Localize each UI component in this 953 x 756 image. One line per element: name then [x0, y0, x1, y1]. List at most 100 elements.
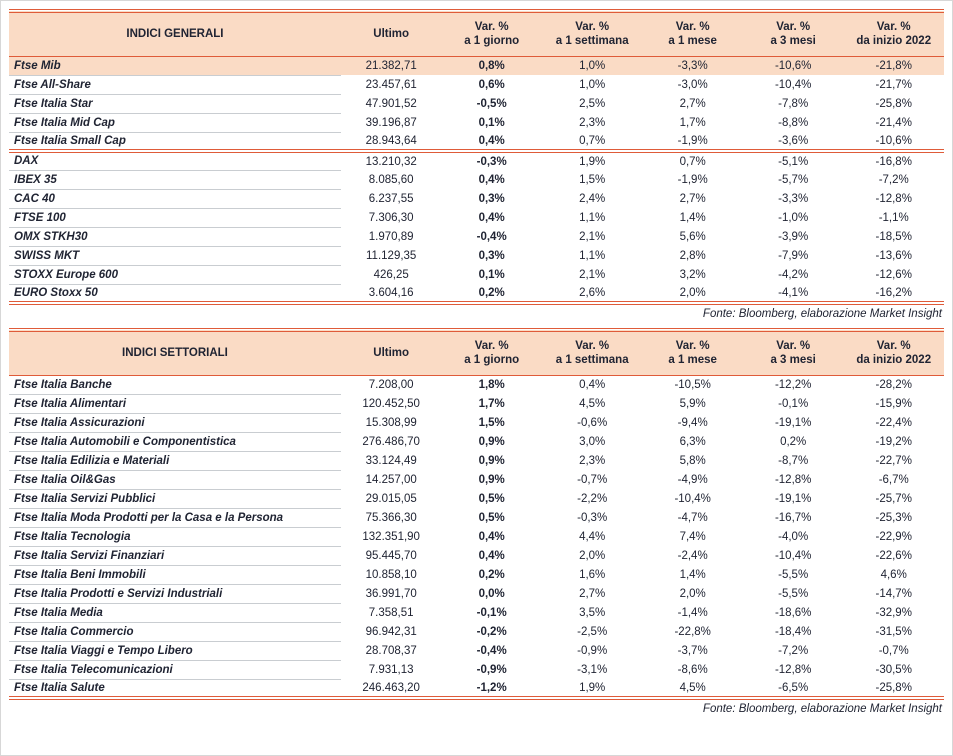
table-row: Ftse All-Share 23.457,61 0,6% 1,0% -3,0% -10,…: [9, 75, 944, 95]
var-da-inizio-2022-value: -22,4%: [875, 416, 912, 429]
var-1-settimana-value: 2,4%: [579, 192, 606, 205]
table-row: Ftse Italia Assicurazioni 15.308,99 1,5% -0…: [9, 413, 944, 433]
table-row: Ftse Italia Servizi Pubblici 29.015,05 0,5…: [9, 489, 944, 509]
var-1-settimana-value: 2,6%: [541, 284, 643, 305]
index-name: DAX: [9, 151, 341, 171]
table-row: Ftse Italia Star 47.901,52 -0,5% 2,5% 2,7% -7…: [9, 94, 944, 114]
indici-settoriali-body: Ftse Italia Banche 7.208,00 1,8% 0,4% -10,5%…: [9, 375, 944, 700]
ultimo-value: 7.208,00: [368, 378, 414, 391]
column-header: Var. % a 3 mesi: [742, 9, 844, 57]
index-name: Ftse Italia Commercio: [9, 622, 341, 642]
var-1-settimana-value: -3,1%: [577, 663, 608, 676]
column-header-line2: a 3 mesi: [770, 354, 816, 367]
ultimo-value: 28.708,37: [365, 644, 417, 657]
table-row: Ftse Italia Banche 7.208,00 1,8% 0,4% -10,5%…: [9, 375, 944, 395]
var-1-settimana-value: -2,5%: [577, 625, 608, 638]
var-1-giorno-value: 0,9%: [478, 454, 505, 467]
ultimo-value: 36.991,70: [365, 587, 417, 600]
var-1-giorno-value: 0,4%: [478, 530, 505, 543]
var-1-mese-value: -22,8%: [674, 625, 711, 638]
index-name: Ftse Mib: [9, 56, 341, 76]
var-1-mese-value: 5,9%: [679, 397, 706, 410]
var-3-mesi-value: -12,8%: [774, 473, 812, 486]
var-1-mese-value: -4,7%: [677, 511, 708, 524]
table-row: Ftse Italia Mid Cap 39.196,87 0,1% 2,3% 1,7%…: [9, 113, 944, 133]
index-name: Ftse Italia Servizi Pubblici: [9, 489, 341, 509]
var-da-inizio-2022-value: -15,9%: [875, 397, 912, 410]
index-name: EURO Stoxx 50: [9, 284, 341, 305]
column-header-line1: Var. %: [675, 340, 710, 353]
ultimo-value: 276.486,70: [362, 435, 420, 448]
ultimo-value: 246.463,20: [340, 679, 442, 700]
table-title: INDICI GENERALI: [9, 9, 341, 57]
table-row: OMX STKH30 1.970,89 -0,4% 2,1% 5,6% -3,9% -18,…: [9, 227, 944, 247]
var-da-inizio-2022-value: -22,9%: [875, 530, 912, 543]
var-da-inizio-2022-value: -25,8%: [843, 679, 944, 700]
var-1-mese-value: 2,7%: [679, 97, 706, 110]
var-da-inizio-2022-value: -22,7%: [875, 454, 912, 467]
index-name: FTSE 100: [9, 208, 341, 228]
var-1-settimana-value: 0,4%: [579, 378, 606, 391]
var-3-mesi-value: -10,4%: [774, 78, 812, 91]
indici-settoriali-section: INDICI SETTORIALI Ultimo Var. % a 1 giorno…: [9, 328, 944, 721]
table-row: Ftse Mib 21.382,71 0,8% 1,0% -3,3% -10,6% -21,…: [9, 56, 944, 76]
var-3-mesi-value: -0,1%: [778, 397, 809, 410]
var-1-giorno-value: -0,4%: [476, 230, 507, 243]
var-1-mese-value: 2,0%: [642, 284, 743, 305]
var-da-inizio-2022-value: -30,5%: [875, 663, 912, 676]
source-note: Fonte: Bloomberg, elaborazione Market In…: [702, 308, 942, 320]
var-da-inizio-2022-value: -21,8%: [843, 56, 944, 75]
var-1-settimana-value: 0,7%: [541, 132, 643, 153]
index-name: SWISS MKT: [9, 246, 341, 266]
var-3-mesi-value: -7,2%: [778, 644, 809, 657]
table-row: SWISS MKT 11.129,35 0,3% 1,1% 2,8% -7,9% -13,6…: [9, 246, 944, 266]
var-1-settimana-value: 2,7%: [579, 587, 606, 600]
var-1-settimana-value: 1,6%: [579, 568, 606, 581]
indici-generali-table: INDICI GENERALI Ultimo Var. % a 1 giorno Va…: [9, 9, 944, 305]
ultimo-value: 3.604,16: [340, 284, 442, 305]
index-name: Ftse Italia Moda Prodotti per la Casa e …: [9, 508, 341, 528]
var-3-mesi-value: -4,1%: [742, 284, 844, 305]
table-row: Ftse Italia Moda Prodotti per la Casa e …: [9, 508, 944, 528]
var-3-mesi-value: -8,7%: [778, 454, 809, 467]
var-1-giorno-value: 0,5%: [478, 492, 505, 505]
column-header: Var. % a 1 settimana: [541, 9, 643, 57]
var-3-mesi-value: -19,1%: [774, 416, 812, 429]
var-da-inizio-2022-value: -22,6%: [875, 549, 912, 562]
table-row: Ftse Italia Oil&Gas 14.257,00 0,9% -0,7% -4,…: [9, 470, 944, 490]
table-row: Ftse Italia Telecomunicazioni 7.931,13 -0,…: [9, 660, 944, 680]
var-1-giorno-value: -0,4%: [476, 644, 507, 657]
ultimo-value: 426,25: [373, 268, 409, 281]
ultimo-value: 95.445,70: [365, 549, 417, 562]
index-name: Ftse Italia Banche: [9, 375, 341, 395]
table-row: Ftse Italia Servizi Finanziari 95.445,70 0…: [9, 546, 944, 566]
var-1-giorno-value: -0,3%: [476, 155, 507, 168]
var-3-mesi-value: -3,6%: [742, 132, 844, 153]
var-3-mesi-value: -1,0%: [778, 211, 809, 224]
var-1-mese-value: -10,4%: [674, 492, 711, 505]
table-row: EURO Stoxx 50 3.604,16 0,2% 2,6% 2,0% -4,1% -1…: [9, 284, 944, 305]
var-1-giorno-value: 0,0%: [478, 587, 505, 600]
var-1-mese-value: 5,8%: [679, 454, 706, 467]
ultimo-value: 21.382,71: [340, 56, 442, 75]
var-da-inizio-2022-value: -12,8%: [875, 192, 912, 205]
index-name: IBEX 35: [9, 170, 341, 190]
var-1-mese-value: -3,3%: [642, 56, 743, 75]
column-header-line2: a 1 mese: [668, 35, 717, 48]
var-3-mesi-value: -18,4%: [774, 625, 812, 638]
var-1-mese-value: -4,9%: [677, 473, 708, 486]
var-1-giorno-value: -0,1%: [476, 606, 507, 619]
var-1-settimana-value: 1,0%: [541, 56, 643, 75]
indici-generali-body: Ftse Mib 21.382,71 0,8% 1,0% -3,3% -10,6% -21,…: [9, 56, 944, 305]
var-da-inizio-2022-value: -25,7%: [875, 492, 912, 505]
var-1-mese-value: 2,7%: [679, 192, 706, 205]
var-1-giorno-value: -0,5%: [476, 97, 507, 110]
ultimo-value: 96.942,31: [365, 625, 417, 638]
column-header-line1: Var. %: [876, 21, 911, 34]
column-header-line2: da inizio 2022: [856, 354, 932, 367]
column-header: Var. % a 3 mesi: [742, 328, 844, 376]
var-3-mesi-value: 0,2%: [780, 435, 807, 448]
column-header-line2: a 3 mesi: [770, 35, 816, 48]
var-1-settimana-value: 4,5%: [579, 397, 606, 410]
